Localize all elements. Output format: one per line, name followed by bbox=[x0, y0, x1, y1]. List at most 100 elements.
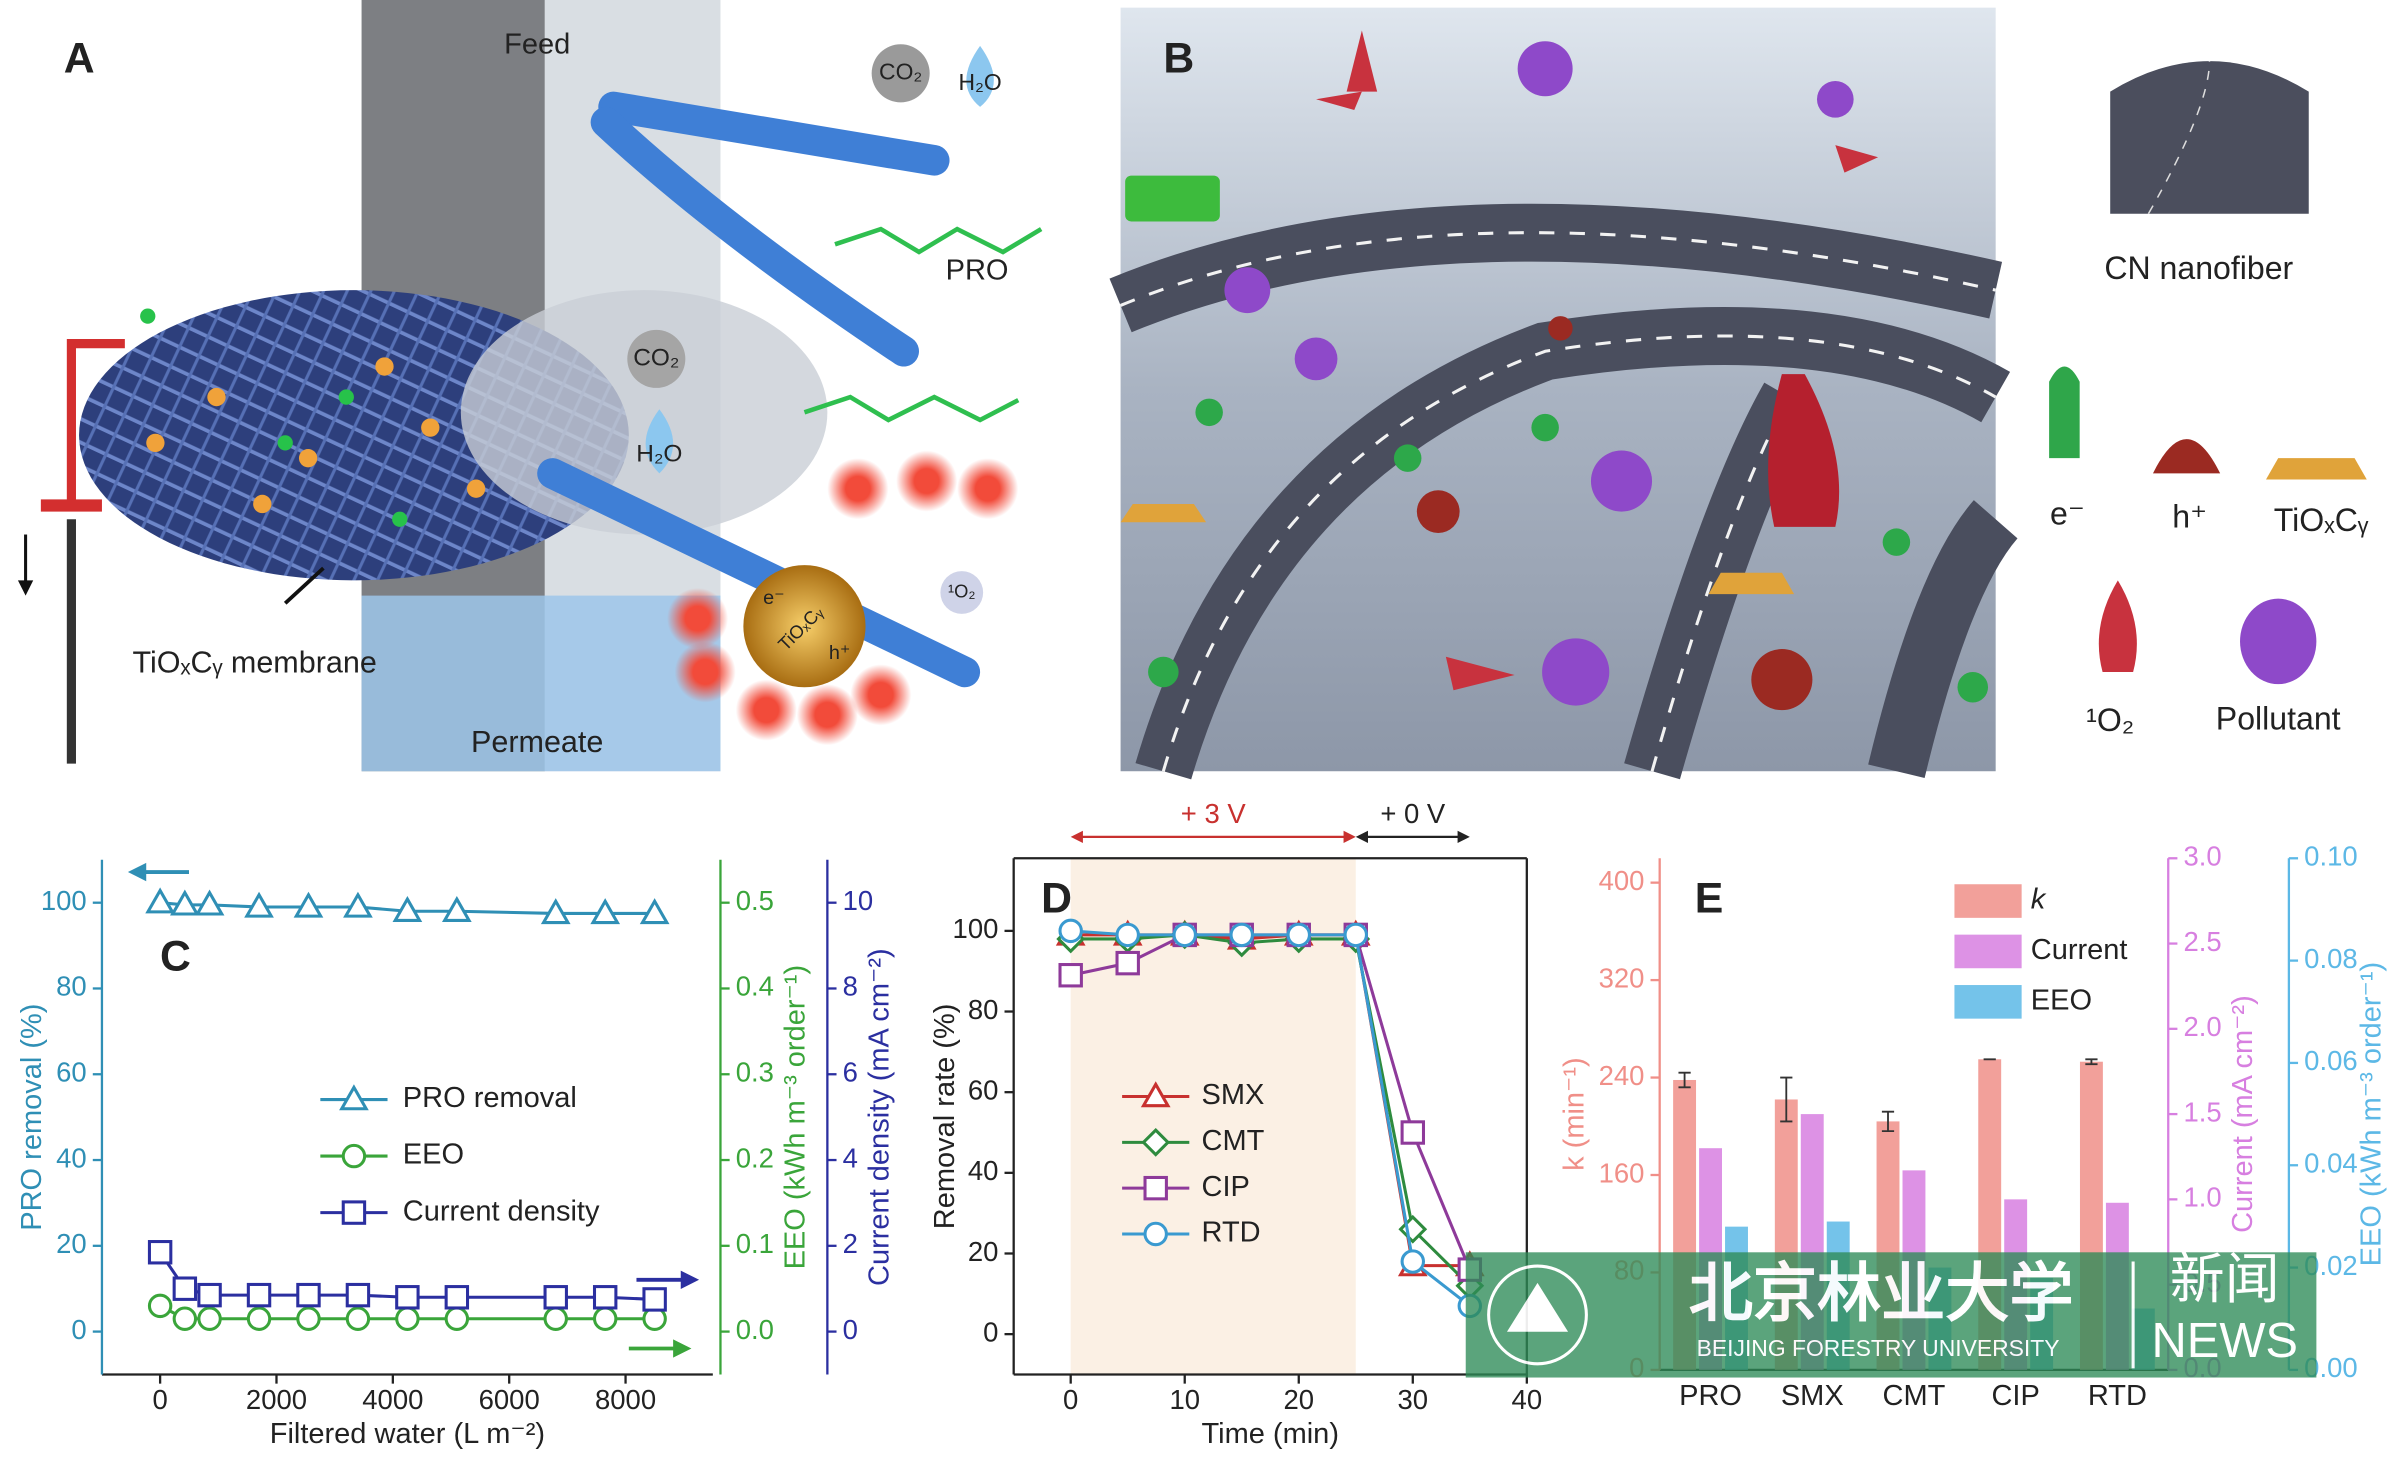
y-tick-label: 100 bbox=[953, 913, 999, 944]
marker bbox=[296, 1282, 321, 1308]
marker bbox=[395, 1306, 420, 1331]
marker bbox=[296, 1306, 321, 1331]
drop bbox=[645, 409, 674, 474]
x-tick-label: 4000 bbox=[362, 1384, 423, 1415]
watermark-news-en: NEWS bbox=[2151, 1314, 2298, 1368]
y-tick-label: 40 bbox=[56, 1142, 87, 1173]
y-tick-label: 60 bbox=[56, 1057, 87, 1088]
axis-title: Current density (mA cm⁻²) bbox=[863, 948, 895, 1286]
legend-label: Current density bbox=[403, 1195, 600, 1227]
marker bbox=[172, 1276, 198, 1301]
arrow-head bbox=[1355, 830, 1470, 844]
y-tick-label: 160 bbox=[1599, 1157, 1645, 1188]
error-bar bbox=[1881, 1110, 1895, 1133]
x-tick-label: 30 bbox=[1398, 1384, 1429, 1415]
panel-b: B CN nanofiber e⁻ h⁺ TiOₓCᵧ ¹O₂ Pollutan… bbox=[1109, 7, 2369, 780]
y-tick-label: 240 bbox=[1599, 1060, 1645, 1091]
logo-tree bbox=[1506, 1282, 1569, 1332]
marker bbox=[639, 898, 670, 925]
y-tick-label: 1.5 bbox=[2184, 1096, 2222, 1127]
hole-label: h⁺ bbox=[829, 642, 851, 664]
legend-label: SMX bbox=[1202, 1079, 1265, 1111]
molecule bbox=[803, 394, 1020, 423]
rocket bbox=[1768, 374, 1840, 527]
marker bbox=[1400, 1249, 1426, 1274]
annotation: + 0 V bbox=[1380, 798, 1446, 829]
axis-title: EEO (kWh m⁻³ order⁻¹) bbox=[779, 965, 811, 1270]
panel-label: B bbox=[1163, 34, 1194, 82]
legend-swatch bbox=[1954, 884, 2022, 918]
legend-label: CIP bbox=[1202, 1171, 1250, 1203]
y-tick-label: 0.3 bbox=[736, 1057, 774, 1088]
marker bbox=[147, 1240, 173, 1265]
marker bbox=[1115, 950, 1140, 976]
error-bar bbox=[1678, 1071, 1691, 1089]
marker bbox=[1143, 1175, 1168, 1201]
particles bbox=[1120, 503, 1795, 595]
y-tick-label: 1.0 bbox=[2184, 1182, 2222, 1213]
pro-label: PRO bbox=[946, 254, 1009, 286]
y-tick-label: 2.5 bbox=[2184, 926, 2222, 957]
road-lines bbox=[1120, 231, 1997, 772]
legend-label: CMT bbox=[1202, 1125, 1265, 1157]
y-tick-label: 2.0 bbox=[2184, 1011, 2222, 1042]
panel-label: E bbox=[1695, 874, 1724, 922]
y-tick-label: 20 bbox=[56, 1228, 87, 1259]
marker bbox=[194, 889, 225, 916]
drop bbox=[966, 45, 994, 107]
membrane-label: TiOₓCᵧ membrane bbox=[132, 645, 376, 679]
electrons bbox=[1148, 398, 1989, 703]
x-tick-label: 8000 bbox=[595, 1384, 656, 1415]
marker bbox=[543, 1285, 568, 1310]
marker bbox=[642, 1287, 667, 1312]
x-tick-label: 0 bbox=[152, 1384, 167, 1415]
marker bbox=[592, 1285, 618, 1310]
y-tick-label: 0.04 bbox=[2304, 1148, 2357, 1179]
axis-title: Removal rate (%) bbox=[929, 1004, 961, 1230]
x-tick-label: 6000 bbox=[479, 1384, 540, 1415]
marker bbox=[341, 1143, 367, 1169]
nanofiber-lane bbox=[2147, 61, 2211, 215]
x-tick-label: SMX bbox=[1781, 1380, 1844, 1412]
marker bbox=[1143, 1221, 1168, 1247]
marker bbox=[543, 1306, 568, 1331]
y-tick-label: 400 bbox=[1599, 865, 1645, 896]
y-tick-label: 320 bbox=[1599, 962, 1645, 993]
x-tick-label: 0 bbox=[1063, 1384, 1078, 1415]
legend-label: k bbox=[2031, 884, 2047, 916]
error-bar bbox=[2085, 1058, 2098, 1066]
oxygen-label: ¹O₂ bbox=[948, 580, 975, 601]
wire-bar bbox=[40, 499, 102, 512]
pollutants bbox=[1224, 41, 1854, 706]
y-tick-label: 0.08 bbox=[2304, 943, 2357, 974]
y-tick-label: 0.1 bbox=[736, 1228, 774, 1259]
axis-title: PRO removal (%) bbox=[16, 1004, 48, 1231]
h2o-label: H₂O bbox=[958, 69, 1001, 95]
particles bbox=[146, 357, 486, 514]
marker bbox=[339, 1084, 369, 1111]
pointer bbox=[283, 566, 325, 605]
y-tick-label: 0 bbox=[983, 1316, 998, 1347]
marker bbox=[1058, 963, 1083, 988]
marker bbox=[246, 1306, 272, 1331]
marker bbox=[1400, 1120, 1426, 1145]
y-tick-label: 80 bbox=[56, 971, 87, 1002]
pollutant-icon bbox=[2240, 598, 2317, 685]
legend-swatch bbox=[1954, 985, 2022, 1019]
watermark-title: 北京林业大学 bbox=[1689, 1257, 2074, 1332]
y-tick-label: 4 bbox=[843, 1142, 858, 1173]
axis-title: Filtered water (L m⁻²) bbox=[270, 1418, 545, 1450]
tioxcy-particle bbox=[743, 565, 866, 688]
marker bbox=[246, 1282, 272, 1308]
legend-label: PRO removal bbox=[403, 1082, 577, 1114]
y-tick-label: 0 bbox=[71, 1314, 86, 1345]
y-tick-label: 0.06 bbox=[2304, 1045, 2357, 1076]
x-tick-label: 2000 bbox=[246, 1384, 307, 1415]
watermark-news: 新闻 bbox=[2170, 1247, 2280, 1311]
marker bbox=[1115, 922, 1140, 948]
oxygen-sphere bbox=[940, 571, 984, 614]
co2-sphere bbox=[627, 329, 686, 388]
oxygen-icon bbox=[2098, 580, 2137, 672]
rockets bbox=[1316, 30, 1879, 691]
